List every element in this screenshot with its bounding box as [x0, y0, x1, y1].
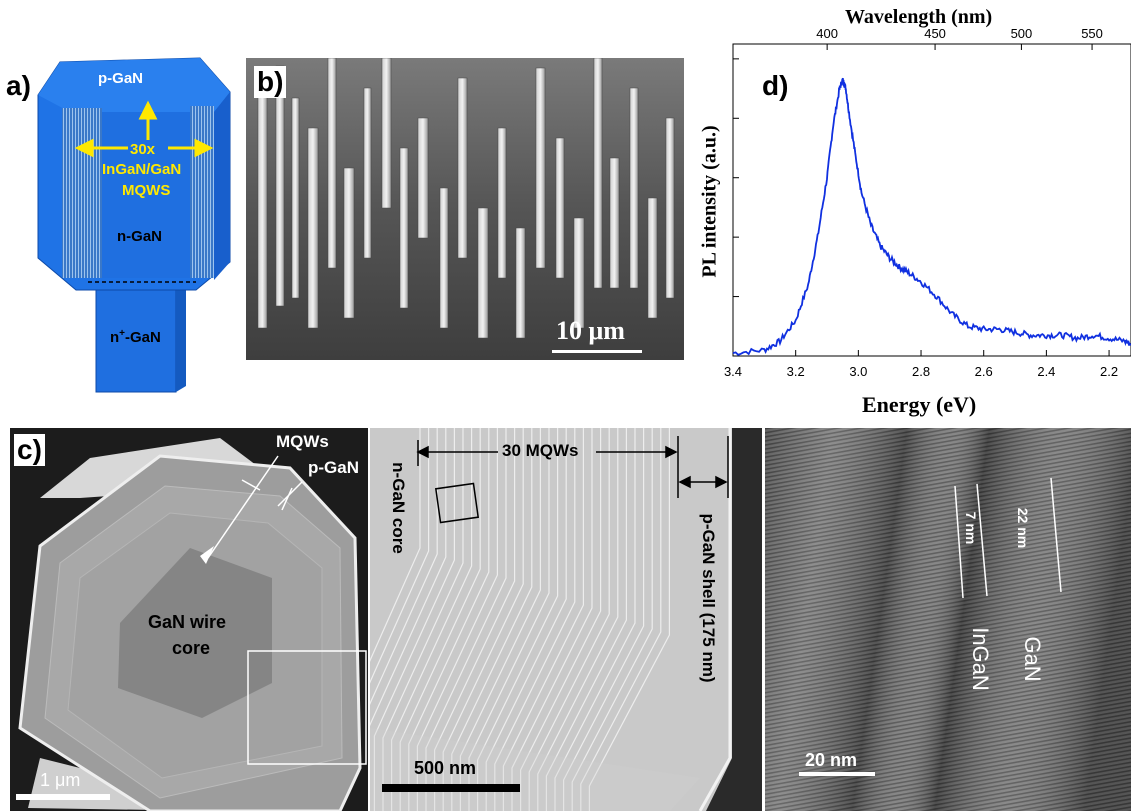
- n-gan-core-label: n-GaN core: [389, 462, 408, 554]
- mqw-material-label: InGaN/GaN: [102, 161, 182, 178]
- mqw-stripe: [554, 428, 636, 811]
- panel-c-hrtem: 7 nm 22 nm InGaN GaN 20 nm: [765, 428, 1131, 811]
- hrtem-box: [434, 482, 480, 524]
- scale-bar-10um-label: 10 μm: [556, 316, 625, 345]
- sem-image-nanowires: [246, 58, 684, 360]
- seven-nm-label: 7 nm: [963, 511, 979, 545]
- mqw-stripe: [416, 428, 498, 811]
- panel-d: 3.4 3.2 3.0 2.8 2.6 2.4 2.2 400 450 500 550 d) Wav…: [630, 0, 1131, 420]
- gan-wire-core-label-1: GaN wire: [148, 612, 227, 632]
- scale-bar-1um-label: 1 μm: [40, 770, 81, 790]
- mqw-stripe: [391, 428, 473, 811]
- mqw-abbrev-label: MQWS: [122, 182, 171, 199]
- mqw-stripe: [399, 428, 481, 811]
- x-tick-label: 2.8: [912, 364, 930, 379]
- y-axis-title: PL intensity (a.u.): [698, 125, 721, 278]
- p-gan-shell-label: p-GaN shell (175 nm): [699, 513, 718, 683]
- panel-c: c) MQWs p-GaN GaN wire core 1 μm: [10, 428, 368, 811]
- mqw-stripe: [382, 428, 464, 811]
- zoom-box: [247, 650, 367, 765]
- mqw-stripe: [563, 428, 645, 811]
- mqw-stripe: [434, 428, 516, 811]
- mqw-count-label: 30x: [130, 141, 156, 158]
- gan-layer-label: GaN: [1020, 636, 1045, 682]
- nanowire-schematic: [37, 57, 231, 393]
- pl-spectrum-chart: 3.4 3.2 3.0 2.8 2.6 2.4 2.2 400 450 500 550: [724, 26, 1131, 379]
- mqw-stripe: [537, 428, 619, 811]
- x-tick-label: 3.0: [849, 364, 867, 379]
- mqw-stripe: [425, 428, 507, 811]
- x-axis-title: Energy (eV): [862, 392, 977, 417]
- mqw-stripe: [373, 428, 455, 811]
- panel-d-label: d): [762, 70, 789, 101]
- x2-tick-label: 500: [1011, 26, 1033, 41]
- panel-c-zoom: n-GaN core 30 MQWs p-GaN shell (175 nm) …: [370, 428, 762, 811]
- x2-axis-title: Wavelength (nm): [845, 6, 993, 28]
- x-tick-label: 2.4: [1037, 364, 1055, 379]
- mqw-stripe: [370, 428, 430, 684]
- top-cap: [38, 58, 230, 112]
- mqw-stripe: [442, 428, 524, 811]
- thirty-mqws-label: 30 MQWs: [502, 441, 579, 460]
- p-gan-top-label: p-GaN: [98, 70, 143, 87]
- mqw-stripe: [370, 428, 421, 662]
- x2-tick-label: 450: [924, 26, 946, 41]
- mqw-stripe: [408, 428, 490, 811]
- x2-tick-label: 550: [1081, 26, 1103, 41]
- scale-bar-1um: [16, 794, 110, 800]
- scale-bar-10um: [552, 350, 642, 353]
- mqw-stripe: [370, 428, 447, 727]
- panel-b-label: b): [254, 66, 287, 98]
- panel-a: a) p-GaN 30: [0, 0, 240, 400]
- mqws-label: MQWs: [276, 432, 329, 451]
- panel-b: b) 10 μm: [246, 58, 684, 360]
- pl-series-line: [732, 77, 1131, 356]
- p-gan-label: p-GaN: [308, 458, 359, 477]
- n-gan-core-label: n-GaN: [117, 228, 162, 245]
- ingan-layer-label: InGaN: [968, 627, 993, 691]
- gan-core-hexagon: [118, 548, 272, 718]
- x2-tick-label: 400: [816, 26, 838, 41]
- panel-c-label: c): [14, 434, 45, 466]
- mqw-stripe: [545, 428, 627, 811]
- twentytwo-nm-label: 22 nm: [1015, 507, 1031, 549]
- scale-bar-500nm-label: 500 nm: [414, 758, 477, 778]
- mqw-stripe: [588, 428, 670, 811]
- x-tick-label: 2.2: [1100, 364, 1118, 379]
- mqw-stripe: [571, 428, 653, 811]
- mqw-stripe: [370, 428, 438, 705]
- hrtem-lattice-image: [765, 428, 1131, 811]
- x-tick-label: 3.2: [787, 364, 805, 379]
- mqw-stripe: [459, 428, 541, 811]
- plot-frame: [732, 43, 1131, 357]
- n-plus-gan-label: n+-GaN: [110, 328, 161, 346]
- mqw-stripe: [520, 428, 602, 811]
- gan-wire-core-label-2: core: [172, 638, 211, 658]
- mqw-stripe: [528, 428, 610, 811]
- scale-bar-20nm: [799, 772, 875, 776]
- panel-a-label: a): [6, 70, 31, 101]
- mqw-stripe: [451, 428, 533, 811]
- mqw-stripe: [580, 428, 662, 811]
- scale-bar-500nm: [382, 784, 520, 792]
- x-tick-label: 2.6: [975, 364, 993, 379]
- scale-bar-20nm-label: 20 nm: [805, 750, 858, 770]
- x-tick-label: 3.4: [724, 364, 742, 379]
